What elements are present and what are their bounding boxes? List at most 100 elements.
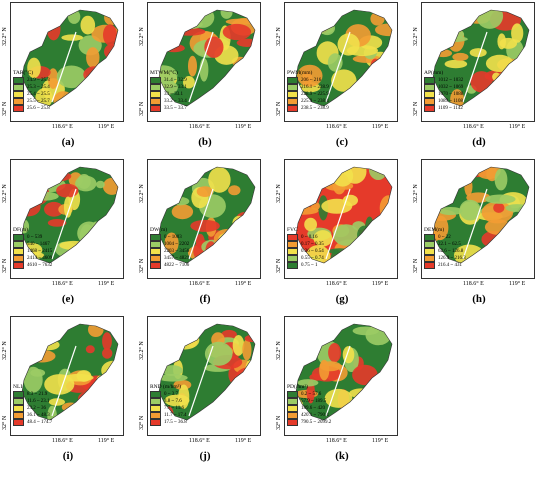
legend-row: 228.9 ~ 225.9 xyxy=(287,91,329,98)
legend-swatch xyxy=(150,405,161,412)
legend-title: DEM(m) xyxy=(424,227,445,233)
latitude-label: 32.2° N xyxy=(413,184,419,203)
legend-label: 0 ~ 3.7 xyxy=(164,392,178,397)
legend-row: 0.2 ~ 57.6 xyxy=(287,391,331,398)
legend-row: 33.5 ~ 33.7 xyxy=(150,105,187,112)
map-outline xyxy=(295,166,393,264)
map-region xyxy=(102,348,113,359)
legend-row: 32.9 ~ 33.1 xyxy=(150,84,187,91)
river-line xyxy=(188,188,214,260)
map-region xyxy=(352,326,379,336)
map-legend: TAR(°C) 24.9 ~ 25.3 25.3 ~ 25.4 25.4 ~ 25.5… xyxy=(13,70,50,112)
latitude-label: 32.2° N xyxy=(413,27,419,46)
legend-label: 238.5 ~ 238.9 xyxy=(301,106,329,111)
legend-row: 0 ~ 22 xyxy=(424,234,466,241)
legend-row: 1004 ~ 2202 xyxy=(150,241,189,248)
latitude-label: 32° N xyxy=(276,258,282,273)
panel-caption: (f) xyxy=(199,293,211,305)
map-region xyxy=(159,374,188,382)
legend-swatch xyxy=(13,412,24,419)
map-panel-c: PWM(mm) 206 ~ 216 216.1 ~ 228.9 228.9 ~ 225… xyxy=(274,0,410,158)
longitude-label: 118.6° E xyxy=(52,124,73,130)
legend-label: 0 ~ 22 xyxy=(438,235,451,240)
legend-row: 17.5 ~ 36.8 xyxy=(150,419,187,426)
legend-swatch xyxy=(150,262,161,269)
map-frame xyxy=(10,2,124,122)
map-region xyxy=(178,384,190,409)
map-frame xyxy=(147,159,261,279)
legend-label: 36.1 ~ 48.3 xyxy=(27,413,50,418)
legend-label: 0 ~ 0.16 xyxy=(301,235,318,240)
legend-row: 62.6 ~ 126.8 xyxy=(424,248,466,255)
latitude-label: 32° N xyxy=(2,415,8,430)
legend-swatch xyxy=(150,91,161,98)
legend-swatch xyxy=(287,412,298,419)
map-region xyxy=(319,359,330,381)
panel-caption: (c) xyxy=(335,136,349,148)
legend-title: AP(mm) xyxy=(424,70,444,76)
latitude-label: 32.2° N xyxy=(139,341,145,360)
legend-row: 216.4 ~ 431 xyxy=(424,262,466,269)
map-outline xyxy=(295,9,393,107)
legend-label: 23.2 ~ 36 xyxy=(27,406,46,411)
legend-title: NLI xyxy=(13,384,23,390)
legend-row: 7.7 ~ 11.6 xyxy=(150,405,187,412)
longitude-label: 118.6° E xyxy=(326,438,347,444)
map-legend: PD(/hm²) 0.2 ~ 57.6 57.9 ~ 189.5 189.6 ~ 42… xyxy=(287,384,331,426)
legend-swatch xyxy=(150,412,161,419)
legend-swatch xyxy=(287,234,298,241)
legend-label: 48.4 ~ 174.7 xyxy=(27,420,53,425)
legend-row: 25.6 ~ 25.8 xyxy=(13,105,50,112)
map-panel-j: RND (m/hm²) 0 ~ 3.7 3.8 ~ 7.6 7.7 ~ 11.6 11.… xyxy=(137,314,273,472)
legend-swatch xyxy=(150,105,161,112)
legend-label: 216.1 ~ 228.9 xyxy=(301,85,329,90)
map-legend: NLI 8.3 ~ 21.9 11.6 ~ 23.1 23.2 ~ 36 36.1 ~ … xyxy=(13,384,52,426)
legend-swatch xyxy=(424,262,435,269)
legend-row: 0.17 ~ 0.35 xyxy=(287,241,324,248)
panel-caption: (k) xyxy=(335,450,349,462)
legend-row: 2203 ~ 3456 xyxy=(150,248,189,255)
legend-swatch xyxy=(150,398,161,405)
legend-label: 11.6 ~ 23.1 xyxy=(27,399,50,404)
river-line xyxy=(51,188,77,260)
legend-label: 228.9 ~ 225.9 xyxy=(301,92,329,97)
longitude-label: 119° E xyxy=(98,438,115,444)
longitude-label: 119° E xyxy=(372,124,389,130)
legend-label: 2203 ~ 3456 xyxy=(164,249,190,254)
legend-row: 0 ~ 539 xyxy=(13,234,52,241)
legend-label: 540 ~ 1467 xyxy=(27,242,50,247)
legend-label: 25.5 ~ 25.7 xyxy=(27,99,50,104)
legend-row: 8.3 ~ 21.9 xyxy=(13,391,52,398)
river-line xyxy=(51,345,77,417)
legend-swatch xyxy=(287,419,298,426)
map-frame xyxy=(147,316,261,436)
legend-swatch xyxy=(13,98,24,105)
map-panel-d: AP(mm) 1012 ~ 1032 1032 ~ 1069 1070 ~ 1088 1… xyxy=(411,0,547,158)
map-region xyxy=(313,230,333,247)
map-frame xyxy=(421,159,535,279)
legend-row: 4610 ~ 7632 xyxy=(13,262,52,269)
map-region xyxy=(375,23,392,37)
map-outline xyxy=(432,166,530,264)
map-svg xyxy=(147,2,261,122)
map-region xyxy=(242,339,252,361)
map-region xyxy=(444,59,468,69)
legend-label: 32.9 ~ 33.1 xyxy=(164,85,187,90)
map-region xyxy=(56,65,87,89)
map-region xyxy=(499,37,517,49)
latitude-label: 32° N xyxy=(276,415,282,430)
river-line xyxy=(188,345,214,417)
legend-label: 25.4 ~ 25.5 xyxy=(27,92,50,97)
panel-caption: (e) xyxy=(61,293,75,305)
map-region xyxy=(183,76,195,89)
legend-title: RND (m/hm²) xyxy=(150,384,182,390)
legend-swatch xyxy=(150,234,161,241)
map-region xyxy=(485,194,516,204)
map-region xyxy=(103,24,117,46)
legend-row: 3.8 ~ 7.6 xyxy=(150,398,187,405)
latitude-label: 32° N xyxy=(413,101,419,116)
longitude-label: 118.6° E xyxy=(189,281,210,287)
legend-title: MTWM(°C) xyxy=(150,70,178,76)
map-region xyxy=(164,232,179,254)
legend-row: 0 ~ 0.16 xyxy=(287,234,324,241)
